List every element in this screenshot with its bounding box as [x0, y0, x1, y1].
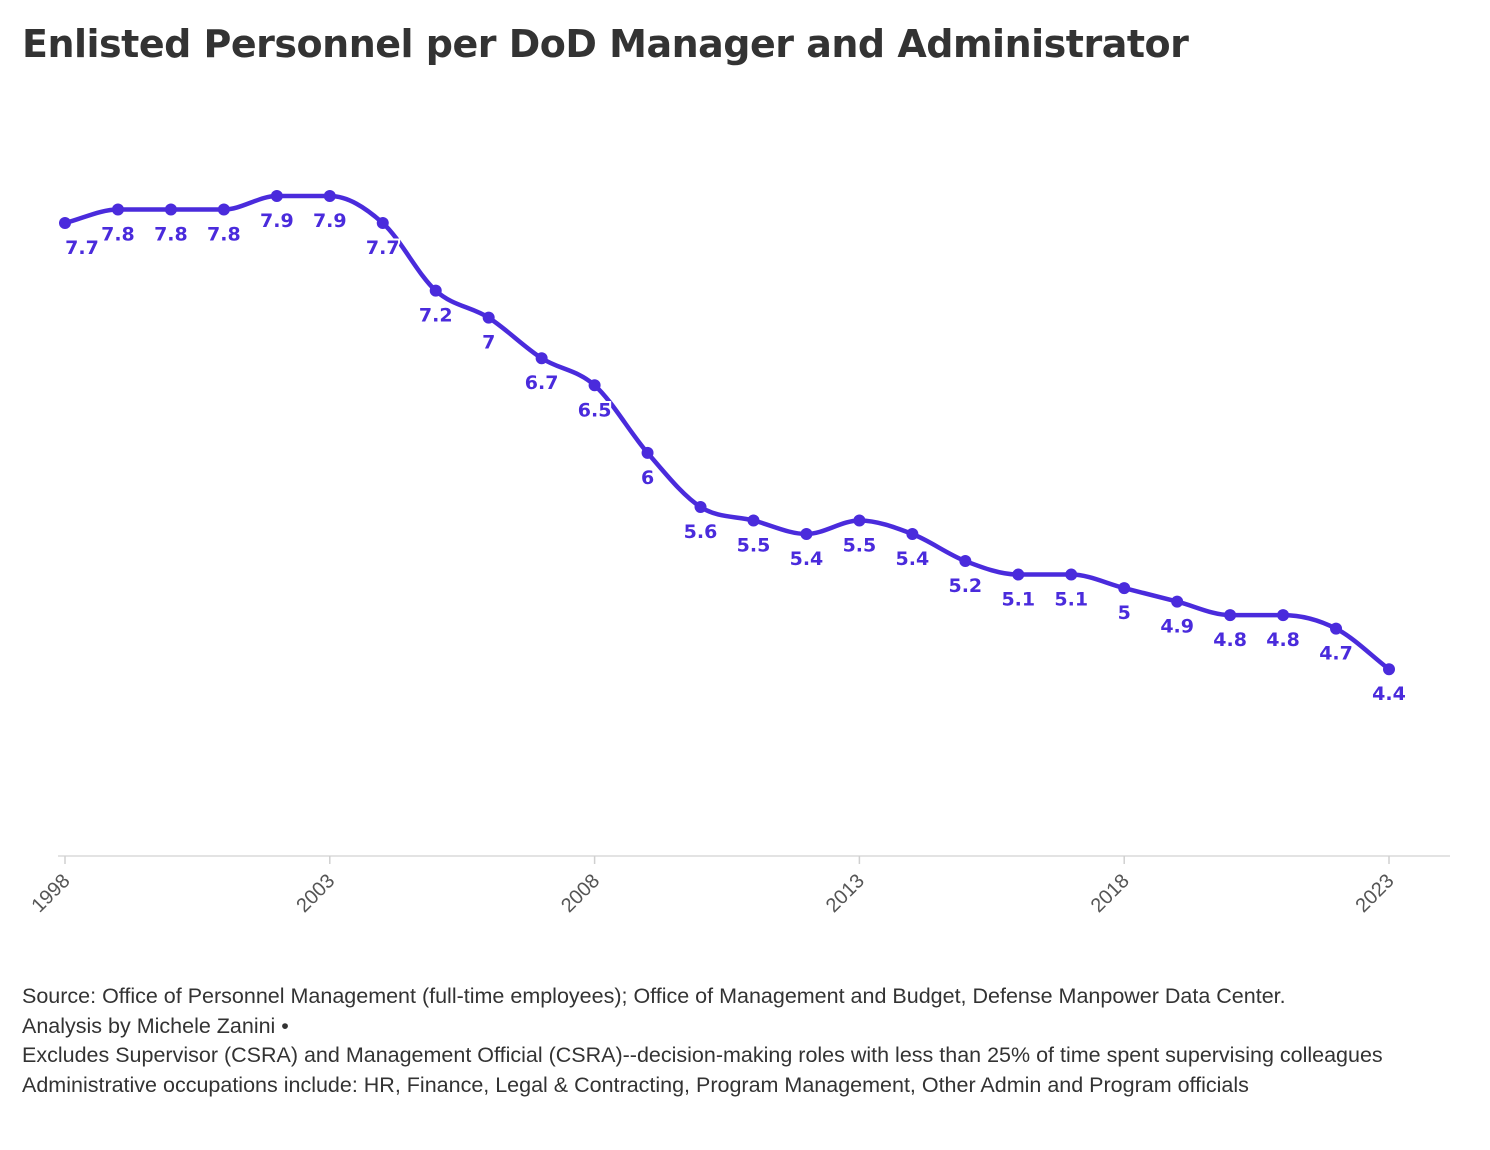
x-axis-ticks: 1998 2003 2008 2013 2018 2023 [28, 856, 1399, 917]
x-tick-label: 2008 [557, 870, 604, 917]
data-point [906, 528, 919, 540]
occupations-note: Administrative occupations include: HR, … [22, 1072, 1249, 1097]
data-point [1383, 663, 1395, 676]
x-tick-label: 2018 [1087, 870, 1134, 917]
data-point [959, 555, 972, 568]
data-point [1224, 609, 1237, 622]
data-point [429, 284, 442, 297]
data-point [482, 311, 495, 324]
data-points [59, 190, 1395, 676]
x-tick-label: 2003 [292, 870, 339, 917]
data-label: 5.4 [896, 548, 930, 570]
data-label: 4.4 [1372, 683, 1406, 705]
data-label: 5.5 [843, 534, 877, 556]
data-point [59, 217, 71, 230]
x-tick-label: 2013 [822, 870, 869, 917]
data-point [747, 514, 760, 527]
x-tick-label: 2023 [1352, 870, 1399, 917]
data-label: 7 [482, 332, 495, 354]
data-label: 7.8 [101, 224, 135, 246]
analysis-credit: Analysis by Michele Zanini • [22, 1013, 289, 1038]
data-point [323, 190, 336, 202]
data-label: 7.9 [313, 210, 347, 232]
data-label: 4.8 [1266, 629, 1300, 651]
data-label: 5.5 [737, 534, 771, 556]
data-label: 7.2 [419, 305, 453, 327]
data-point [376, 217, 389, 230]
data-label: 4.7 [1319, 643, 1353, 665]
data-point [535, 352, 548, 365]
data-point [1330, 622, 1343, 635]
source-note: Source: Office of Personnel Management (… [22, 984, 1286, 1008]
line-chart: 1998 2003 2008 2013 2018 2023 7.77.8 7.8 7.87.9… [28, 190, 1450, 917]
data-label: 5.4 [790, 548, 824, 570]
data-point [270, 190, 283, 202]
data-point [694, 500, 707, 513]
data-point [111, 203, 124, 216]
data-label: 5.6 [684, 521, 718, 543]
data-point [641, 446, 654, 459]
chart-title: Enlisted Personnel per DoD Manager and A… [22, 22, 1189, 66]
data-point [217, 203, 230, 216]
x-tick-label: 1998 [28, 870, 75, 917]
data-point [588, 379, 601, 392]
data-label: 5 [1118, 602, 1131, 624]
data-label: 7.7 [65, 237, 99, 259]
data-label: 6.5 [578, 399, 612, 421]
exclusion-note: Excludes Supervisor (CSRA) and Managemen… [22, 1043, 1383, 1068]
data-point [1171, 595, 1184, 608]
data-point [1012, 568, 1025, 581]
chart-footer: Source: Office of Personnel Management (… [22, 982, 1462, 1100]
data-point [1277, 609, 1290, 622]
data-label: 5.1 [1001, 589, 1035, 611]
data-label: 4.8 [1213, 629, 1247, 651]
data-point [1118, 582, 1131, 595]
data-point [853, 514, 866, 527]
data-label: 6.7 [525, 372, 559, 394]
data-label: 4.9 [1160, 616, 1194, 638]
data-point [1065, 568, 1078, 581]
data-point [800, 528, 813, 540]
data-label: 7.9 [260, 210, 294, 232]
data-label: 7.8 [207, 224, 241, 246]
series-line [62, 193, 1392, 672]
data-label: 5.1 [1054, 589, 1088, 611]
data-label: 5.2 [948, 575, 982, 597]
data-label: 7.7 [366, 237, 400, 259]
data-label: 6 [641, 467, 654, 489]
data-labels: 7.77.8 7.8 7.87.9 7.97.77.276.76.565.65.55.… [63, 208, 1408, 707]
data-label: 7.8 [154, 224, 188, 246]
data-point [164, 203, 177, 216]
